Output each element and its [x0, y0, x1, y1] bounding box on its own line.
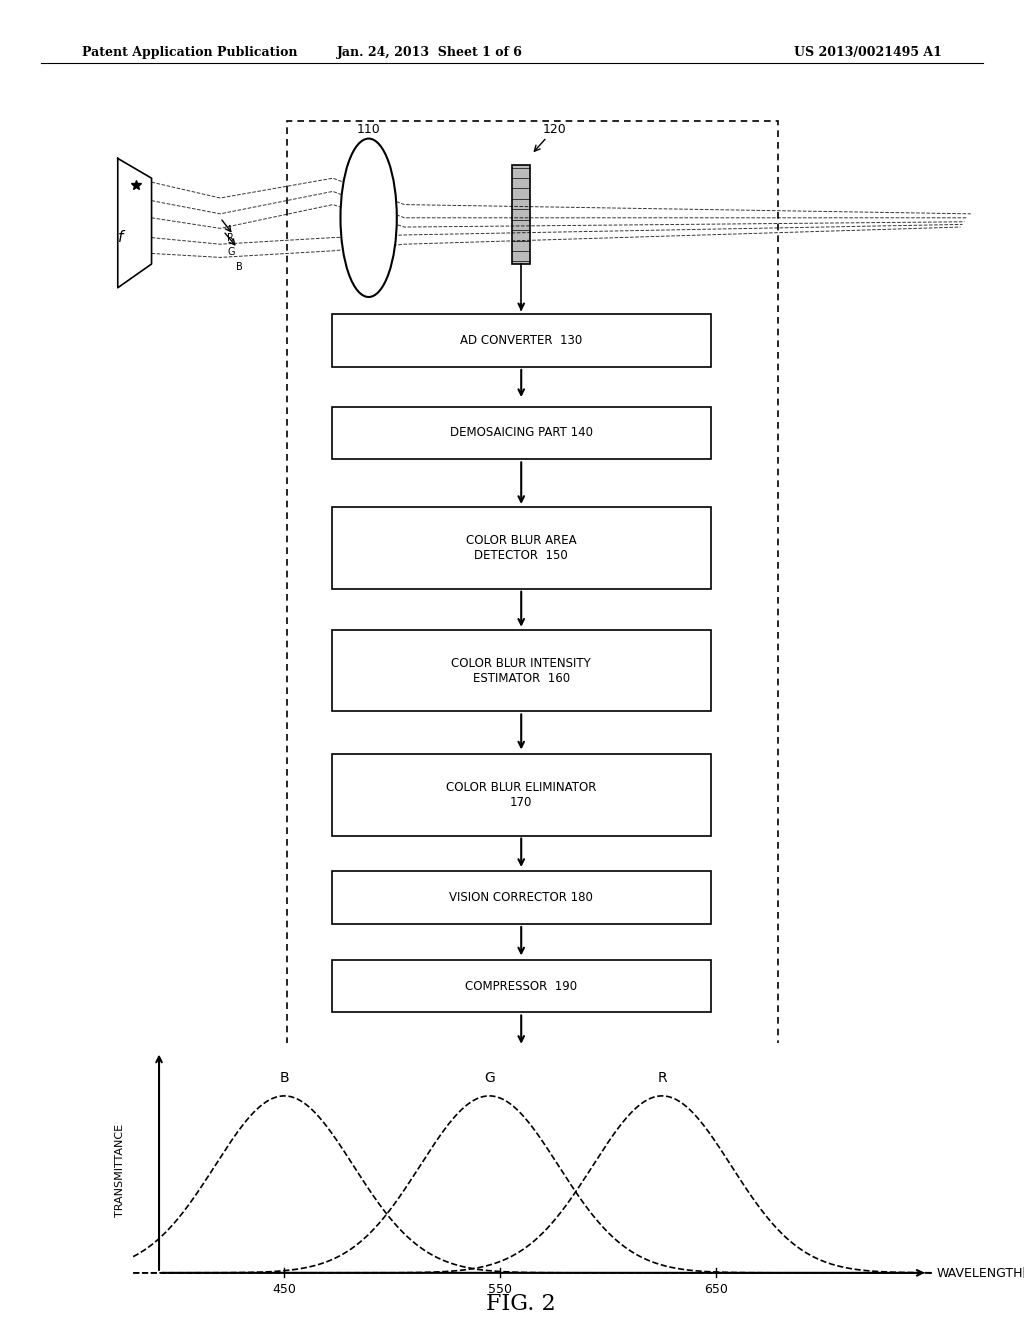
FancyBboxPatch shape: [332, 407, 711, 459]
Text: 120: 120: [543, 123, 566, 136]
Text: Jan. 24, 2013  Sheet 1 of 6: Jan. 24, 2013 Sheet 1 of 6: [337, 46, 523, 59]
Text: R: R: [657, 1072, 667, 1085]
FancyBboxPatch shape: [332, 754, 711, 836]
Text: VISION CORRECTOR 180: VISION CORRECTOR 180: [450, 891, 593, 904]
FancyBboxPatch shape: [332, 314, 711, 367]
Text: WAVELENGTH[nm]: WAVELENGTH[nm]: [936, 1266, 1024, 1279]
Text: 550: 550: [488, 1283, 512, 1296]
Text: COLOR BLUR INTENSITY
ESTIMATOR  160: COLOR BLUR INTENSITY ESTIMATOR 160: [452, 656, 591, 685]
FancyBboxPatch shape: [332, 1049, 711, 1102]
Text: B: B: [280, 1072, 289, 1085]
Text: 650: 650: [705, 1283, 728, 1296]
Text: FIG. 1: FIG. 1: [486, 1187, 556, 1208]
Text: 450: 450: [272, 1283, 296, 1296]
Text: AD CONVERTER  130: AD CONVERTER 130: [460, 334, 583, 347]
Text: US 2013/0021495 A1: US 2013/0021495 A1: [795, 46, 942, 59]
Text: B: B: [236, 261, 243, 272]
Text: RECORDER  200: RECORDER 200: [473, 1069, 569, 1082]
FancyBboxPatch shape: [512, 165, 530, 264]
Text: Patent Application Publication: Patent Application Publication: [82, 46, 297, 59]
Polygon shape: [118, 158, 152, 288]
Ellipse shape: [340, 139, 397, 297]
Text: G: G: [227, 247, 234, 257]
Text: DEMOSAICING PART 140: DEMOSAICING PART 140: [450, 426, 593, 440]
FancyBboxPatch shape: [332, 630, 711, 711]
Text: COLOR BLUR ELIMINATOR
170: COLOR BLUR ELIMINATOR 170: [446, 780, 596, 809]
Text: COLOR BLUR AREA
DETECTOR  150: COLOR BLUR AREA DETECTOR 150: [466, 533, 577, 562]
Text: TRANSMITTANCE: TRANSMITTANCE: [115, 1123, 125, 1217]
Text: G: G: [484, 1072, 495, 1085]
Text: COMPRESSOR  190: COMPRESSOR 190: [465, 979, 578, 993]
Text: f: f: [118, 230, 124, 246]
FancyBboxPatch shape: [332, 871, 711, 924]
Text: 110: 110: [356, 123, 381, 136]
FancyBboxPatch shape: [332, 960, 711, 1012]
FancyBboxPatch shape: [332, 507, 711, 589]
Text: R: R: [227, 232, 234, 243]
Text: FIG. 2: FIG. 2: [486, 1294, 556, 1315]
